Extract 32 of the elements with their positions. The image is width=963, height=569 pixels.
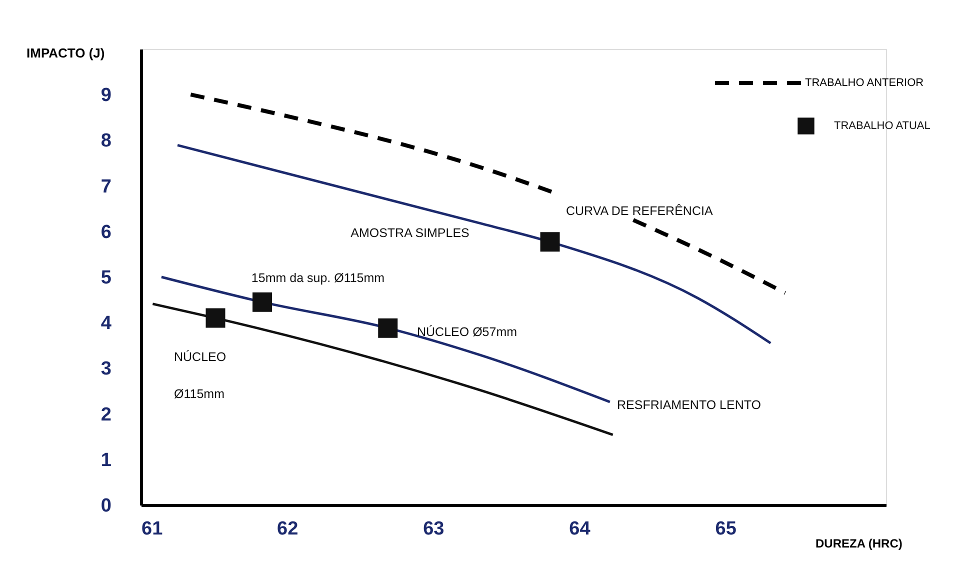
x-tick-label: 65 <box>715 518 737 540</box>
annotation: CURVA DE REFERÊNCIA <box>566 204 714 218</box>
y-tick-label: 8 <box>100 130 112 152</box>
line-series <box>176 144 772 344</box>
y-tick-label: 4 <box>100 313 112 334</box>
annotation: NÚCLEO Ø57mm <box>417 325 518 339</box>
y-tick-label: 2 <box>100 404 112 426</box>
y-tick-label: 9 <box>100 85 112 106</box>
x-axis-title: DUREZA (HRC) <box>816 536 902 550</box>
text: TRABALHO ANTERIOR <box>805 77 924 89</box>
point <box>206 308 226 328</box>
annotation: Ø115mm <box>174 387 224 401</box>
x-tick-label: 63 <box>423 518 444 540</box>
y-axis-title: IMPACTO (J) <box>26 46 105 60</box>
y-tick-label: 0 <box>100 496 112 516</box>
y-tick-label: 7 <box>100 176 112 198</box>
x-tick-label: 61 <box>142 518 164 540</box>
y-tick-label: 5 <box>100 268 112 288</box>
x-tick-label: 64 <box>569 518 591 540</box>
point <box>540 232 560 252</box>
y-tick-label: 1 <box>100 450 112 471</box>
line-series <box>151 302 614 436</box>
legend-label: TRABALHO ATUAL <box>834 120 930 132</box>
y-tick-label: 6 <box>100 222 112 243</box>
annotation: RESFRIAMENTO LENTO <box>617 398 762 412</box>
annotation: 15mm da sup. Ø115mm <box>251 271 385 285</box>
point <box>252 292 272 312</box>
annotation: AMOSTRA SIMPLES <box>350 226 470 240</box>
annotation: NÚCLEO <box>174 350 226 364</box>
point <box>378 318 398 338</box>
x-tick-label: 62 <box>277 518 298 540</box>
y-tick-label: 3 <box>100 358 112 380</box>
